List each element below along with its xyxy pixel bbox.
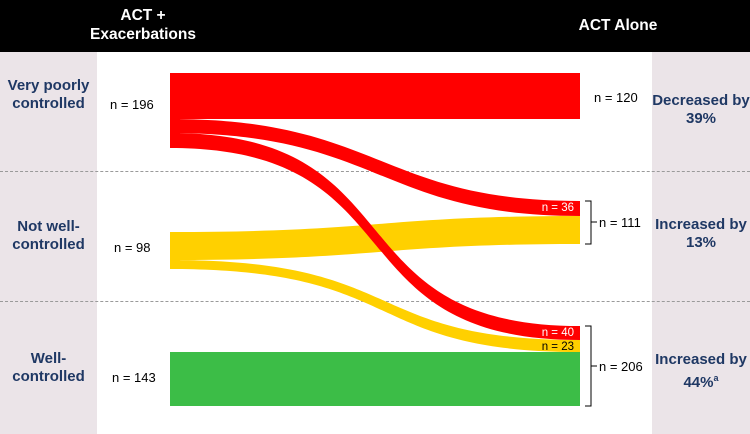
- header-bar: [0, 0, 750, 52]
- flow-very-poorly-to-not-well: [170, 119, 580, 216]
- flow-very-poorly-to-well: [170, 133, 580, 340]
- row-label-very-poorly-controlled: Very poorly controlled: [7, 77, 90, 112]
- change-label-well: Increased by 44%a: [652, 351, 750, 392]
- right-n-not-well: n = 111: [599, 215, 641, 230]
- bracket-not-well: [585, 200, 592, 245]
- flow-label-red-to-well: n = 40: [541, 327, 574, 339]
- right-n-well: n = 206: [599, 359, 643, 374]
- row-label-not-well-controlled: Not well-controlled: [12, 218, 85, 253]
- left-n-well: n = 143: [112, 370, 156, 385]
- flow-not-well-to-well: [170, 260, 580, 352]
- left-n-not-well: n = 98: [114, 240, 151, 255]
- flow-well-to-well: [170, 352, 580, 406]
- left-category-band: [0, 52, 97, 434]
- flow-very-poorly-to-very-poorly: [170, 73, 580, 119]
- bracket-well: [585, 325, 592, 407]
- left-n-very-poorly: n = 196: [110, 97, 154, 112]
- footnote-marker: a: [713, 373, 719, 383]
- flow-label-yellow-to-well: n = 23: [541, 341, 574, 353]
- change-label-very-poorly: Decreased by 39%: [652, 92, 750, 127]
- right-change-band: [652, 52, 750, 434]
- change-label-well-text: Increased by 44%: [655, 351, 747, 391]
- row-label-well-controlled: Well-controlled: [12, 350, 85, 385]
- change-label-not-well: Increased by 13%: [655, 216, 747, 251]
- flow-label-red-to-not-well: n = 36: [541, 202, 574, 214]
- header-right-title: ACT Alone: [578, 17, 658, 34]
- header-left-title: ACT + Exacerbations: [90, 7, 196, 43]
- right-n-very-poorly: n = 120: [594, 90, 638, 105]
